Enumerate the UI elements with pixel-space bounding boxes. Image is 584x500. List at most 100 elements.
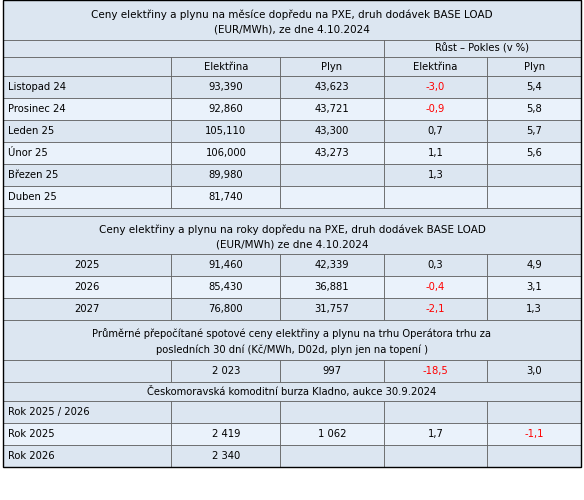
Bar [384,445,487,467]
Bar [3,382,581,401]
Bar [487,57,581,76]
Text: 4,9: 4,9 [526,260,542,270]
Bar [3,98,172,120]
Bar [172,298,280,320]
Bar [172,142,280,164]
Text: 92,860: 92,860 [208,104,244,114]
Text: 42,339: 42,339 [315,260,349,270]
Bar [384,57,487,76]
Text: -0,4: -0,4 [426,282,445,292]
Bar [172,76,280,98]
Bar [487,401,581,423]
Bar [172,360,280,382]
Bar [487,120,581,142]
Text: Plyn: Plyn [523,62,545,72]
Text: 2 419: 2 419 [211,429,240,439]
Bar [3,57,172,76]
Text: Elektřina: Elektřina [413,62,458,72]
Bar [280,360,384,382]
Text: 106,000: 106,000 [206,148,246,158]
Text: 1,3: 1,3 [526,304,542,314]
Text: -2,1: -2,1 [426,304,445,314]
Text: 81,740: 81,740 [208,192,243,202]
Text: 2027: 2027 [75,304,100,314]
Bar [280,401,384,423]
Bar [384,423,487,445]
Bar [384,401,487,423]
Bar [280,57,384,76]
Text: 43,300: 43,300 [315,126,349,136]
Bar [384,298,487,320]
Bar [280,445,384,467]
Text: Listopad 24: Listopad 24 [8,82,66,92]
Text: Rok 2026: Rok 2026 [8,451,55,461]
Text: -18,5: -18,5 [423,366,449,376]
Text: 76,800: 76,800 [208,304,243,314]
Text: 5,8: 5,8 [526,104,542,114]
Text: 1 062: 1 062 [318,429,346,439]
Text: 85,430: 85,430 [208,282,243,292]
Bar [280,76,384,98]
Text: Prosinec 24: Prosinec 24 [8,104,65,114]
Text: Růst – Pokles (v %): Růst – Pokles (v %) [435,44,529,54]
Text: Českomoravská komoditní burza Kladno, aukce 30.9.2024: Českomoravská komoditní burza Kladno, au… [147,386,437,397]
Bar [280,298,384,320]
Text: Průměrné přepočítané spotové ceny elektřiny a plynu na trhu Operátora trhu za: Průměrné přepočítané spotové ceny elektř… [92,328,492,340]
Bar [280,423,384,445]
Text: 5,4: 5,4 [526,82,542,92]
Bar [280,98,384,120]
Bar [280,164,384,186]
Bar [280,142,384,164]
Bar [487,98,581,120]
Bar [3,445,172,467]
Text: -0,9: -0,9 [426,104,445,114]
Bar [487,254,581,276]
Text: 997: 997 [322,366,342,376]
Bar [172,276,280,298]
Bar [3,254,172,276]
Bar [487,186,581,208]
Bar [3,276,172,298]
Bar [487,298,581,320]
Text: 1,7: 1,7 [427,429,443,439]
Text: 0,7: 0,7 [427,126,443,136]
Bar [3,423,172,445]
Text: 43,623: 43,623 [315,82,349,92]
Bar [280,186,384,208]
Bar [280,120,384,142]
Bar [3,40,384,57]
Text: 93,390: 93,390 [208,82,243,92]
Bar [384,76,487,98]
Bar [384,40,581,57]
Text: Plyn: Plyn [321,62,343,72]
Bar [3,320,581,360]
Bar [280,254,384,276]
Bar [487,276,581,298]
Bar [172,401,280,423]
Text: 31,757: 31,757 [315,304,349,314]
Bar [172,120,280,142]
Text: Březen 25: Březen 25 [8,170,58,180]
Bar [3,216,581,254]
Text: 1,3: 1,3 [427,170,443,180]
Bar [172,254,280,276]
Text: 89,980: 89,980 [208,170,243,180]
Bar [3,401,172,423]
Bar [172,423,280,445]
Bar [172,164,280,186]
Text: Rok 2025 / 2026: Rok 2025 / 2026 [8,407,89,417]
Bar [280,276,384,298]
Bar [172,57,280,76]
Bar [3,360,172,382]
Bar [172,186,280,208]
Bar [3,142,172,164]
Bar [3,76,172,98]
Text: 43,721: 43,721 [315,104,349,114]
Text: Ceny elektřiny a plynu na měsíce dopředu na PXE, druh dodávek BASE LOAD: Ceny elektřiny a plynu na měsíce dopředu… [91,10,493,20]
Text: 2026: 2026 [75,282,100,292]
Text: -1,1: -1,1 [524,429,544,439]
Text: posledních 30 dní (Kč/MWh, D02d, plyn jen na topení ): posledních 30 dní (Kč/MWh, D02d, plyn je… [156,345,428,355]
Bar [3,186,172,208]
Bar [384,98,487,120]
Bar [172,445,280,467]
